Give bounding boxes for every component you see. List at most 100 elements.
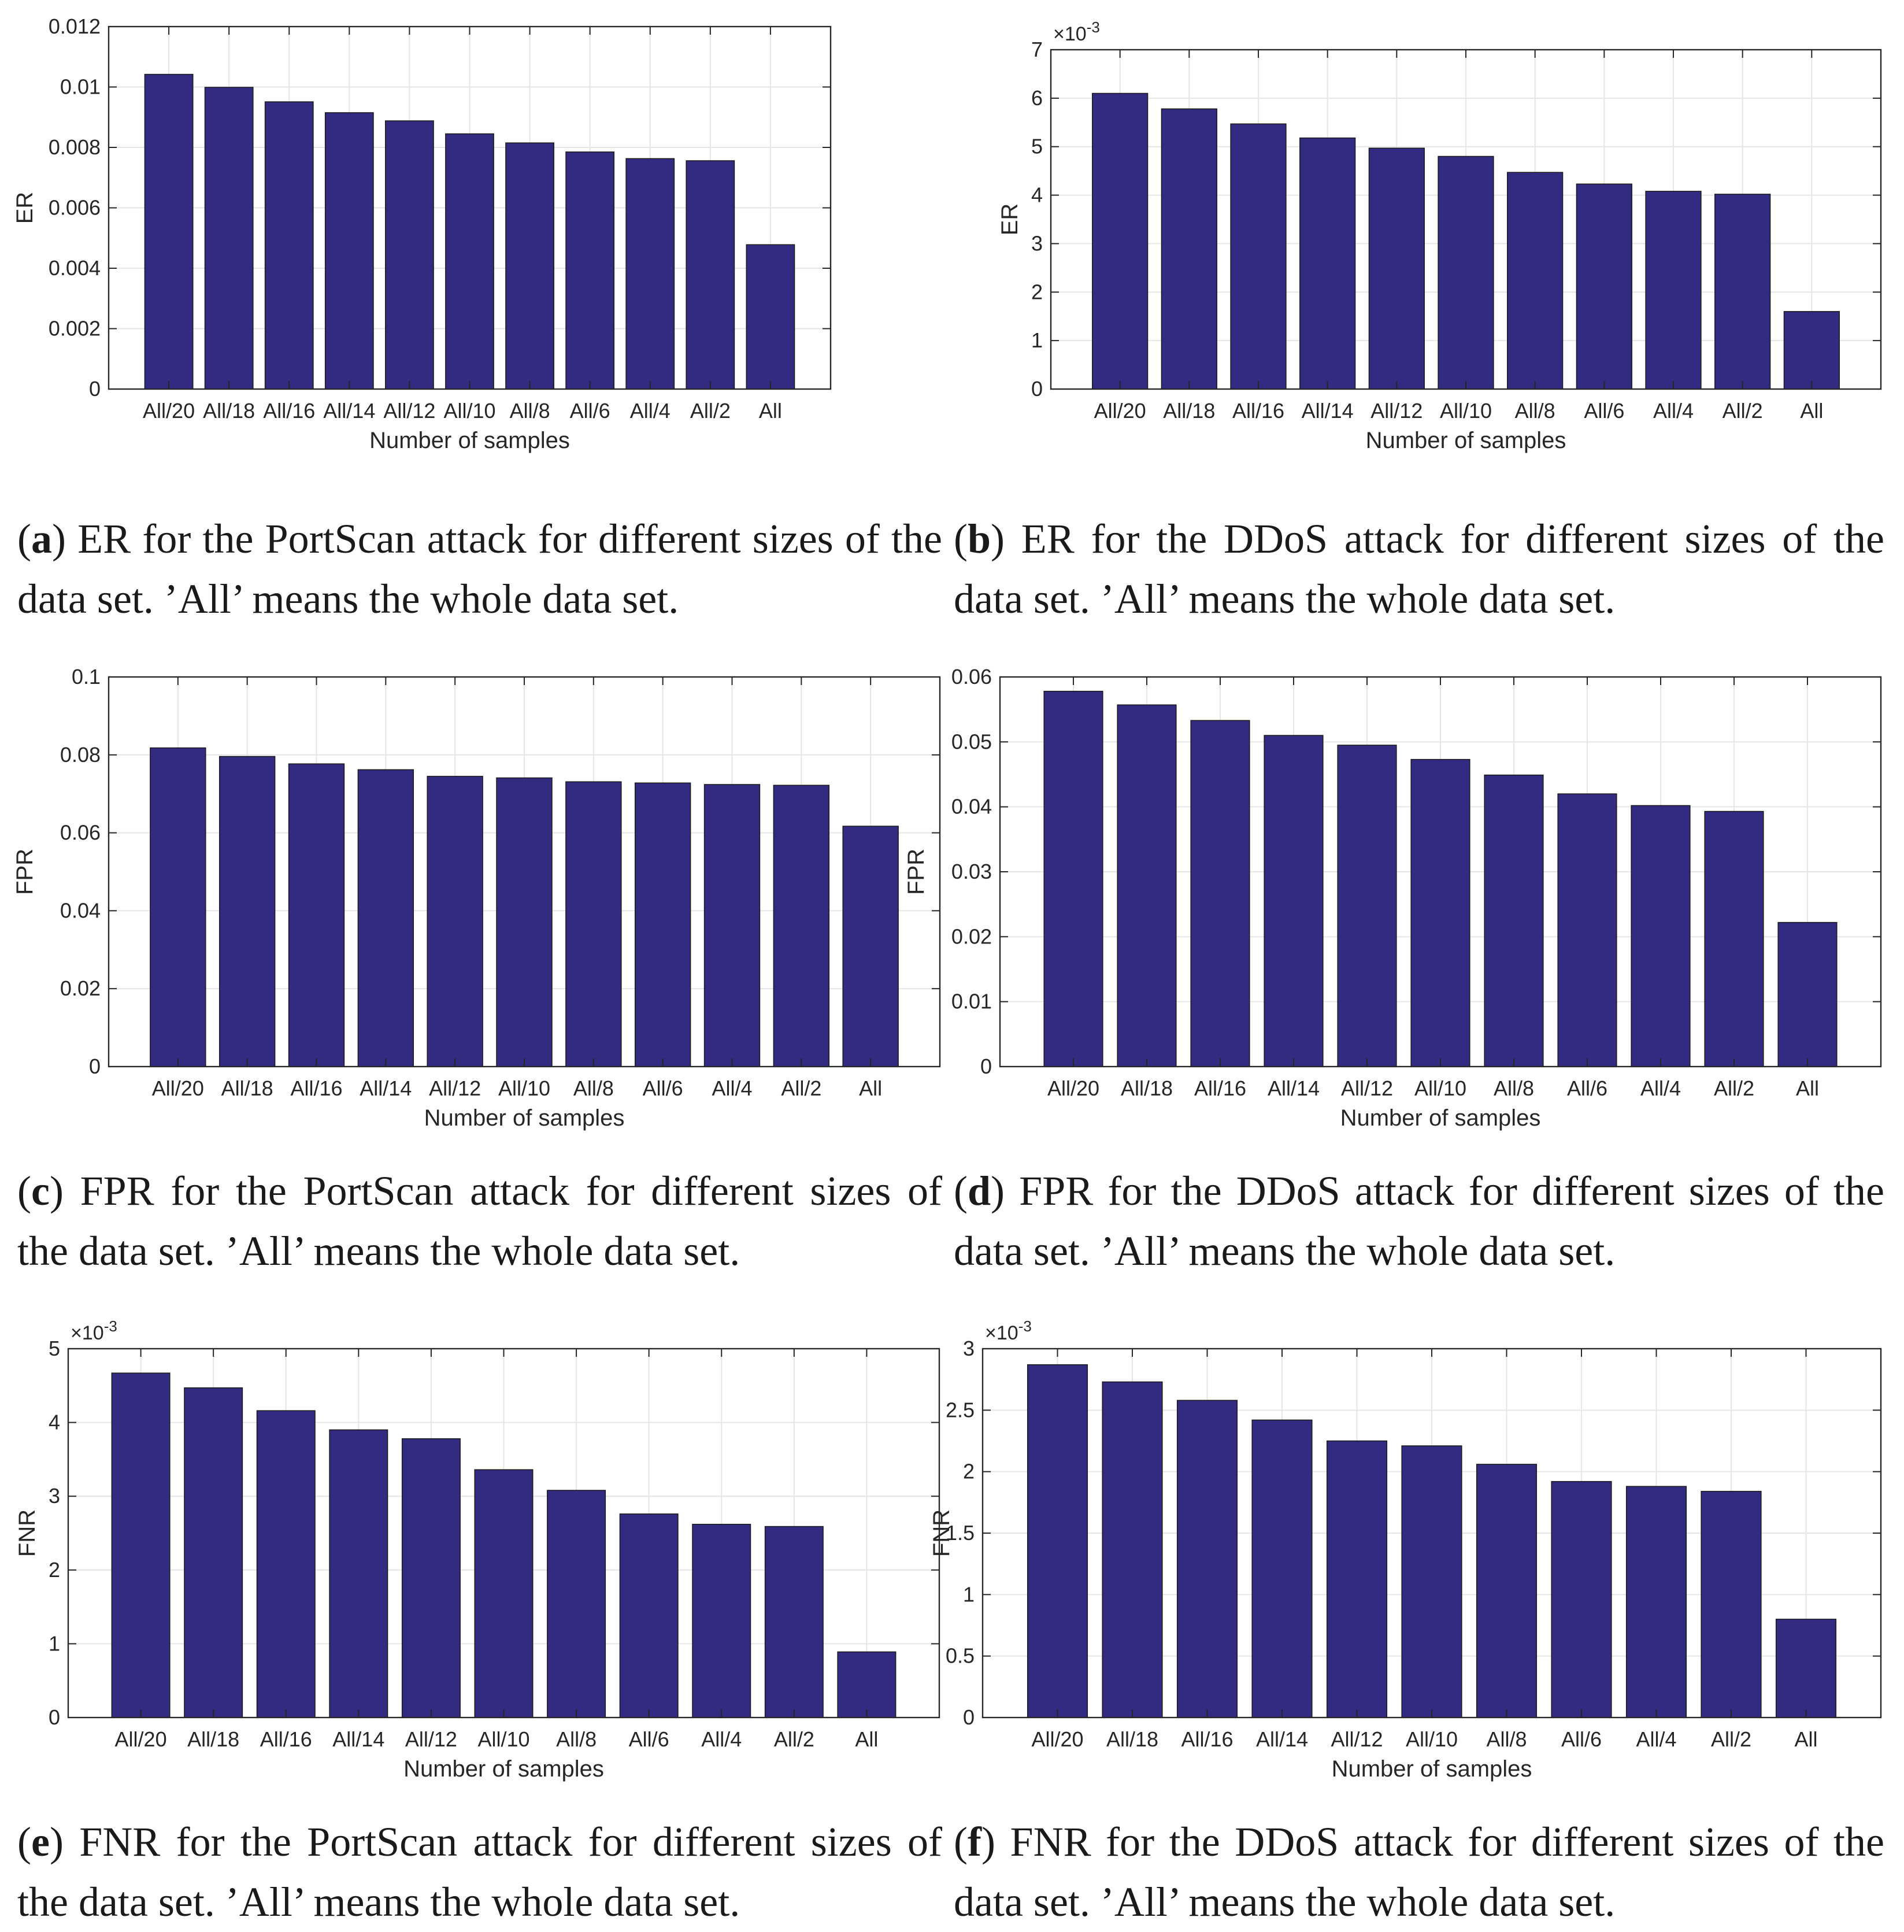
caption-f: (f) FNR for the DDoS attack for differen… [954, 1819, 1884, 1925]
bar-all-14 [329, 1429, 388, 1718]
caption-e: (e) FNR for the PortScan attack for diff… [17, 1819, 942, 1925]
y-tick-label: 0 [89, 1054, 101, 1078]
x-tick-label: All [1796, 1076, 1819, 1100]
bar-all-8 [547, 1490, 606, 1718]
y-tick-label: 3 [1031, 231, 1043, 255]
y-tick-label: 0.08 [60, 743, 101, 767]
y-axis-label: FPR [903, 849, 929, 895]
y-tick-label: 2 [963, 1460, 975, 1483]
y-tick-label: 0 [1031, 377, 1043, 401]
bar-all-12 [385, 120, 434, 390]
y-tick-label: 0.04 [60, 898, 101, 922]
x-tick-label: All/8 [556, 1727, 597, 1751]
x-tick-label: All/12 [1331, 1727, 1383, 1751]
caption-text: FNR for the DDoS attack for different si… [954, 1819, 1884, 1925]
x-tick-label: All [1800, 399, 1823, 423]
bar-all [1775, 1619, 1837, 1718]
bar-all-6 [619, 1513, 679, 1718]
y-tick-label: 0.02 [951, 924, 992, 948]
bar-all-20 [1027, 1364, 1088, 1718]
caption-d: (d) FPR for the DDoS attack for differen… [954, 1168, 1884, 1274]
bar-all-12 [427, 776, 483, 1067]
bar-all-16 [264, 101, 314, 390]
y-tick-label: 0.06 [951, 665, 992, 689]
x-axis-label: Number of samples [369, 428, 570, 453]
x-tick-label: All/12 [1370, 399, 1423, 423]
caption-tag: a [31, 516, 52, 562]
x-tick-label: All/4 [1653, 399, 1694, 423]
x-tick-label: All [759, 399, 782, 423]
x-tick-label: All/8 [1486, 1727, 1527, 1751]
x-axis-label: Number of samples [1332, 1756, 1532, 1782]
x-tick-label: All/2 [774, 1727, 814, 1751]
bar-all-16 [256, 1410, 316, 1718]
x-axis-label: Number of samples [424, 1105, 625, 1131]
y-axis-label: ER [997, 203, 1023, 236]
y-tick-label: 0.006 [49, 196, 101, 220]
bar-all-14 [324, 112, 374, 390]
x-tick-label: All/16 [1194, 1076, 1246, 1100]
bar-all-6 [1576, 183, 1632, 390]
bar-all [1783, 311, 1840, 390]
x-tick-label: All/8 [573, 1076, 614, 1100]
x-tick-label: All/2 [1714, 1076, 1754, 1100]
x-tick-label: All/16 [263, 399, 315, 423]
x-tick-label: All/20 [1094, 399, 1146, 423]
x-tick-label: All/18 [1106, 1727, 1158, 1751]
caption-text: FNR for the PortScan attack for differen… [17, 1819, 942, 1925]
caption-text: ER for the DDoS attack for different siz… [954, 516, 1885, 622]
bar-all-4 [1625, 1486, 1687, 1718]
bar-all-12 [1368, 147, 1425, 390]
x-tick-label: All/6 [1584, 399, 1624, 423]
y-tick-label: 0.01 [60, 75, 101, 99]
bar-all-8 [505, 142, 554, 390]
bar-all-8 [1507, 172, 1564, 390]
y-tick-label: 1.5 [946, 1521, 975, 1545]
bar-all [746, 244, 795, 390]
caption-a: (a) ER for the PortScan attack for diffe… [17, 516, 942, 622]
bar-all [842, 826, 899, 1067]
caption-c: (c) FPR for the PortScan attack for diff… [17, 1168, 942, 1274]
bar-all-8 [1484, 774, 1544, 1067]
x-tick-label: All/8 [1515, 399, 1555, 423]
x-tick-label: All/14 [332, 1727, 384, 1751]
bar-all-8 [565, 781, 622, 1067]
bar-all-12 [1337, 745, 1397, 1067]
x-tick-label: All/10 [498, 1076, 550, 1100]
bar-all-6 [1551, 1481, 1612, 1718]
x-tick-label: All [855, 1727, 878, 1751]
bar-all-20 [111, 1372, 171, 1718]
x-tick-label: All/4 [701, 1727, 742, 1751]
bar-all-10 [445, 133, 494, 390]
bar-all-4 [1631, 805, 1691, 1067]
x-tick-label: All/18 [203, 399, 255, 423]
y-tick-label: 2.5 [946, 1398, 975, 1422]
x-tick-label: All/6 [1561, 1727, 1602, 1751]
bar-all-14 [1299, 137, 1356, 390]
y-tick-label: 0.03 [951, 860, 992, 883]
caption-tag: c [31, 1168, 50, 1214]
y-tick-label: 0 [89, 377, 101, 401]
bar-all-6 [565, 151, 615, 390]
x-tick-label: All/10 [1440, 399, 1492, 423]
x-tick-label: All/4 [630, 399, 671, 423]
y-tick-label: 1 [1031, 328, 1043, 352]
y-axis-label: FNR [929, 1509, 954, 1557]
x-tick-label: All/12 [383, 399, 435, 423]
x-tick-label: All/6 [1567, 1076, 1607, 1100]
bar-all-8 [1476, 1464, 1538, 1718]
y-tick-label: 3 [49, 1484, 60, 1508]
x-tick-label: All/6 [570, 399, 610, 423]
bar-all-10 [496, 777, 553, 1067]
x-axis-label: Number of samples [403, 1756, 604, 1782]
y-axis-multiplier: ×10-3 [71, 1317, 117, 1344]
x-tick-label: All/10 [477, 1727, 529, 1751]
y-tick-label: 0.1 [72, 665, 101, 689]
x-tick-label: All/8 [1494, 1076, 1534, 1100]
x-tick-label: All/12 [1341, 1076, 1393, 1100]
y-tick-label: 0.06 [60, 821, 101, 845]
bar-all-20 [1043, 690, 1103, 1067]
y-tick-label: 1 [963, 1582, 975, 1606]
y-axis-multiplier-exponent: -3 [1018, 1317, 1032, 1335]
x-tick-label: All/10 [1414, 1076, 1466, 1100]
